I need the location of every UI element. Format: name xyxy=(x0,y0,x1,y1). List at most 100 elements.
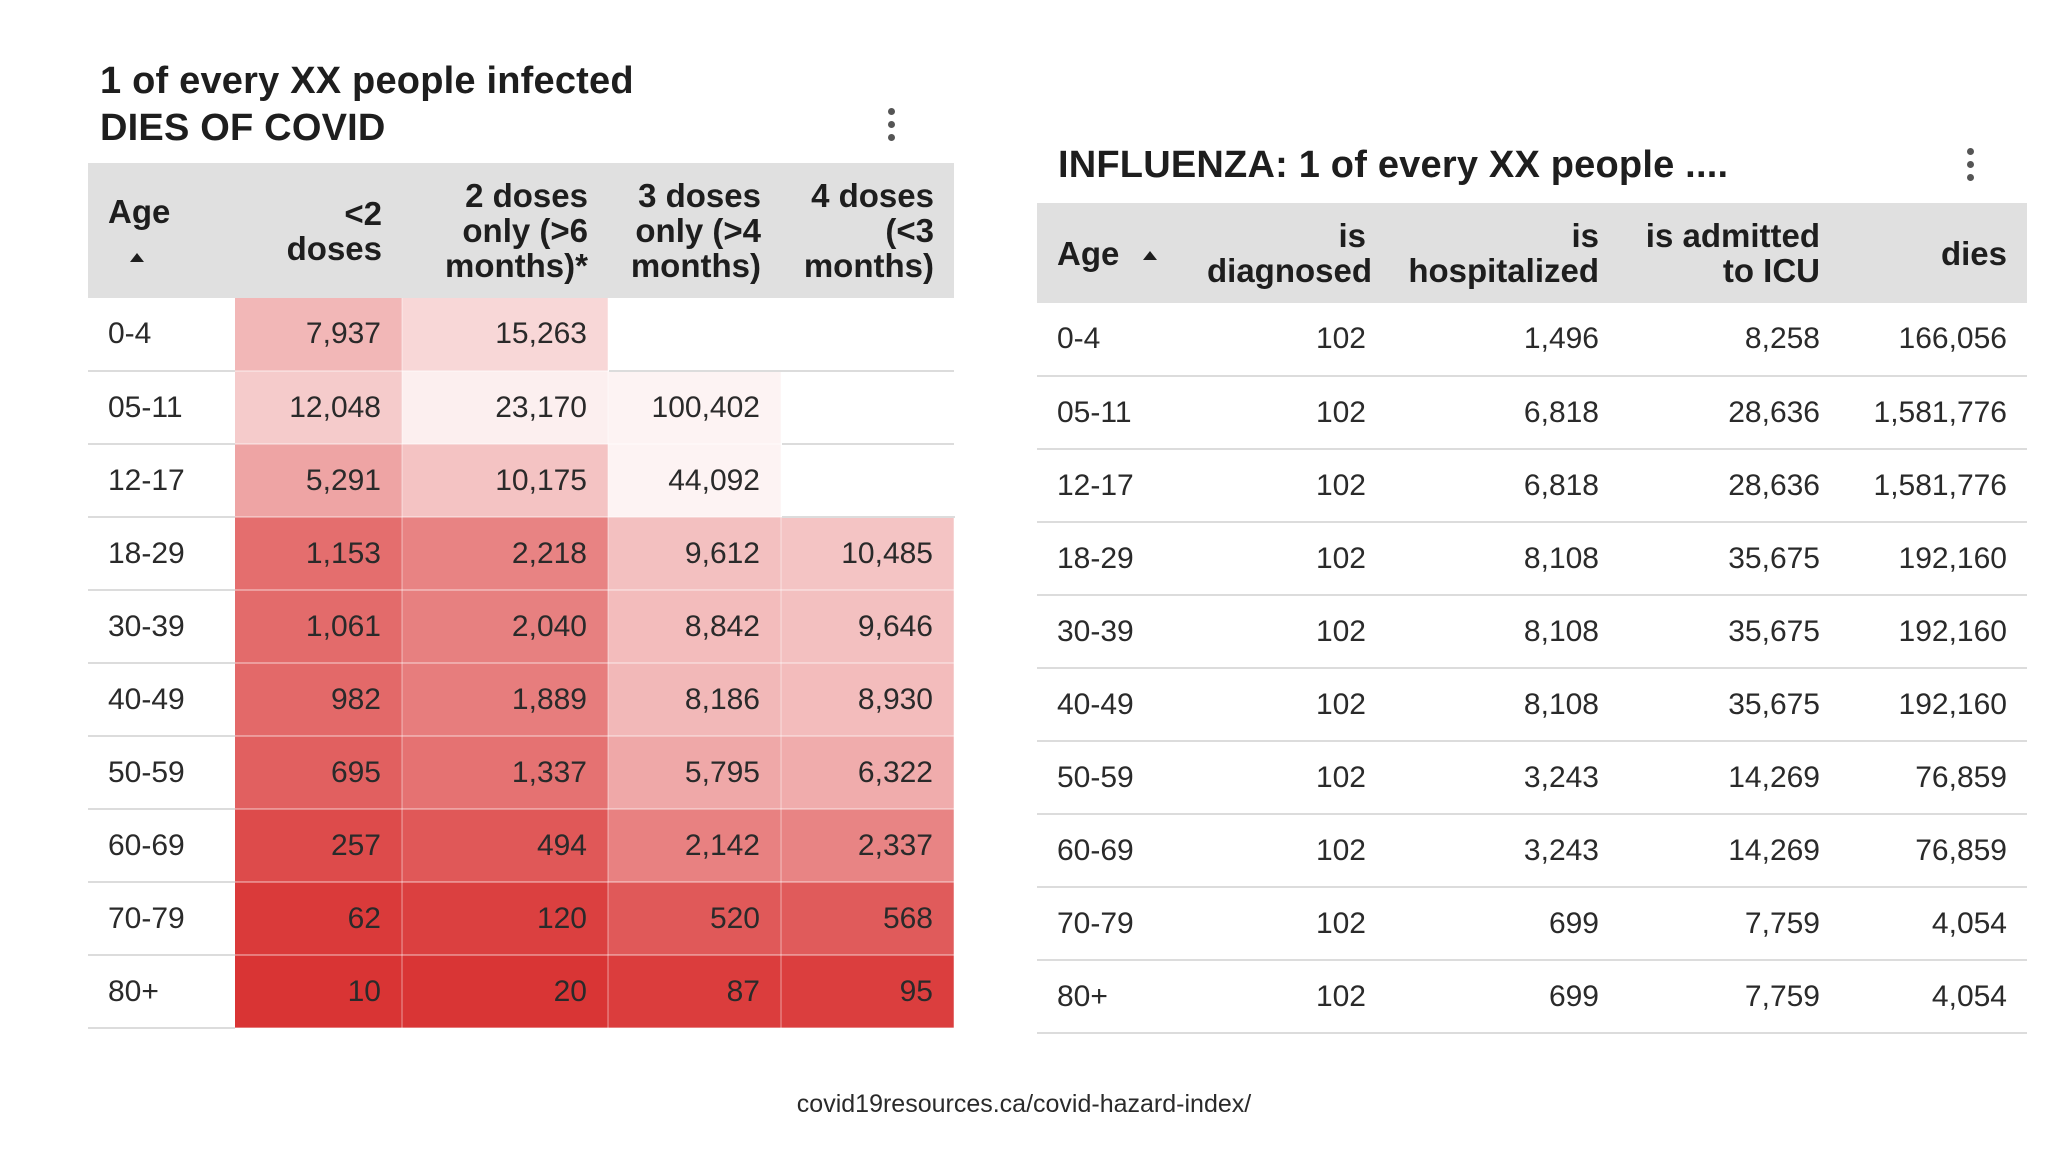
header-line: hospitalized xyxy=(1408,252,1599,289)
value-cell: 2,218 xyxy=(402,517,609,591)
value-cell: 10,175 xyxy=(402,444,609,518)
value-cell: 35,675 xyxy=(1619,668,1840,742)
table-row: 60-69 257 494 2,142 2,337 xyxy=(88,809,955,883)
age-cell: 60-69 xyxy=(88,809,235,883)
age-cell: 70-79 xyxy=(88,882,235,956)
value-cell: 3,243 xyxy=(1386,741,1619,815)
value-cell: 12,048 xyxy=(235,371,403,445)
value-cell: 102 xyxy=(1187,449,1386,523)
value-cell: 102 xyxy=(1187,960,1386,1034)
value-cell: 44,092 xyxy=(608,444,782,518)
value-cell: 1,337 xyxy=(402,736,609,810)
header-line: 2 doses xyxy=(465,177,588,214)
header-line: months)* xyxy=(445,247,588,284)
value-cell: 76,859 xyxy=(1840,741,2027,815)
table-row: 18-29 102 8,108 35,675 192,160 xyxy=(1037,522,2027,596)
source-caption: covid19resources.ca/covid-hazard-index/ xyxy=(796,1090,1252,1118)
header-line: months) xyxy=(803,247,934,284)
value-cell: 2,337 xyxy=(781,809,955,883)
header-line: only (>6 xyxy=(462,212,588,249)
covid-header-lt2[interactable]: <2 doses xyxy=(235,163,402,298)
table-row: 70-79 62 120 520 568 xyxy=(88,882,955,956)
value-cell xyxy=(781,444,954,518)
value-cell: 102 xyxy=(1187,814,1386,888)
value-cell: 8,108 xyxy=(1386,522,1619,596)
header-line: is xyxy=(1571,217,1599,254)
value-cell: 102 xyxy=(1187,303,1386,377)
covid-header-4doses[interactable]: 4 doses (<3 months) xyxy=(781,163,954,298)
age-cell: 30-39 xyxy=(1037,595,1187,669)
table-row: 05-11 12,048 23,170 100,402 xyxy=(88,371,954,445)
value-cell: 8,186 xyxy=(608,663,782,737)
table-row: 80+ 10 20 87 95 xyxy=(88,955,955,1029)
value-cell: 1,496 xyxy=(1386,303,1619,377)
covid-header-2doses[interactable]: 2 doses only (>6 months)* xyxy=(402,163,608,298)
table-row: 0-4 102 1,496 8,258 166,056 xyxy=(1037,303,2027,377)
flu-header-dies[interactable]: dies xyxy=(1840,203,2027,303)
value-cell xyxy=(781,371,954,445)
header-line: diagnosed xyxy=(1207,252,1373,289)
age-cell: 0-4 xyxy=(88,298,235,372)
covid-header-row: Age <2 doses 2 doses only (>6 months)* 3… xyxy=(88,163,954,298)
value-cell: 1,581,776 xyxy=(1840,449,2027,523)
header-line: doses xyxy=(286,229,382,267)
value-cell: 192,160 xyxy=(1840,522,2027,596)
header-line: 4 doses xyxy=(811,177,934,214)
flu-header-hospitalized[interactable]: is hospitalized xyxy=(1386,203,1619,303)
flu-header-diagnosed[interactable]: is diagnosed xyxy=(1187,203,1386,303)
value-cell: 15,263 xyxy=(402,298,609,372)
flu-header-icu[interactable]: is admitted to ICU xyxy=(1619,203,1840,303)
value-cell: 982 xyxy=(235,663,403,737)
value-cell: 28,636 xyxy=(1619,376,1840,450)
value-cell: 14,269 xyxy=(1619,814,1840,888)
age-header-label: Age xyxy=(108,192,171,230)
value-cell: 166,056 xyxy=(1840,303,2027,377)
value-cell: 62 xyxy=(235,882,403,956)
more-vert-icon[interactable] xyxy=(1964,148,1976,181)
age-cell: 30-39 xyxy=(88,590,235,664)
age-cell: 60-69 xyxy=(1037,814,1187,888)
value-cell: 102 xyxy=(1187,376,1386,450)
value-cell: 28,636 xyxy=(1619,449,1840,523)
covid-header-3doses[interactable]: 3 doses only (>4 months) xyxy=(608,163,781,298)
value-cell: 9,646 xyxy=(781,590,955,664)
flu-age-header[interactable]: Age xyxy=(1037,203,1187,303)
value-cell: 1,153 xyxy=(235,517,403,591)
value-cell: 699 xyxy=(1386,960,1619,1034)
header-line: to ICU xyxy=(1722,252,1820,289)
flu-header-row: Age is diagnosed is hospitalized is admi… xyxy=(1037,203,2027,303)
table-row: 0-4 7,937 15,263 xyxy=(88,298,954,372)
age-cell: 12-17 xyxy=(88,444,235,518)
table-row: 30-39 102 8,108 35,675 192,160 xyxy=(1037,595,2027,669)
table-row: 70-79 102 699 7,759 4,054 xyxy=(1037,887,2027,961)
covid-title-line1: 1 of every XX people infected xyxy=(100,60,634,102)
age-cell: 80+ xyxy=(1037,960,1187,1034)
table-row: 30-39 1,061 2,040 8,842 9,646 xyxy=(88,590,955,664)
value-cell: 1,581,776 xyxy=(1840,376,2027,450)
value-cell: 102 xyxy=(1187,595,1386,669)
age-cell: 80+ xyxy=(88,955,235,1029)
age-header-label: Age xyxy=(1057,234,1120,272)
header-line: 3 doses xyxy=(638,177,761,214)
value-cell: 695 xyxy=(235,736,403,810)
age-cell: 18-29 xyxy=(1037,522,1187,596)
value-cell: 1,889 xyxy=(402,663,609,737)
header-line: is admitted xyxy=(1645,217,1820,254)
sort-ascending-icon xyxy=(1142,251,1157,261)
value-cell: 6,322 xyxy=(781,736,955,810)
more-vert-icon[interactable] xyxy=(885,108,897,141)
value-cell: 4,054 xyxy=(1840,887,2027,961)
table-row: 80+ 102 699 7,759 4,054 xyxy=(1037,960,2027,1034)
age-cell: 0-4 xyxy=(1037,303,1187,377)
value-cell: 8,842 xyxy=(608,590,782,664)
covid-age-header[interactable]: Age xyxy=(88,163,235,298)
value-cell: 699 xyxy=(1386,887,1619,961)
table-row: 12-17 102 6,818 28,636 1,581,776 xyxy=(1037,449,2027,523)
value-cell: 2,142 xyxy=(608,809,782,883)
value-cell: 87 xyxy=(608,955,782,1029)
value-cell: 102 xyxy=(1187,887,1386,961)
header-line: <2 xyxy=(344,194,382,232)
table-row: 50-59 695 1,337 5,795 6,322 xyxy=(88,736,955,810)
influenza-panel: INFLUENZA: 1 of every XX people .... Age xyxy=(1000,0,2048,1060)
value-cell: 102 xyxy=(1187,741,1386,815)
